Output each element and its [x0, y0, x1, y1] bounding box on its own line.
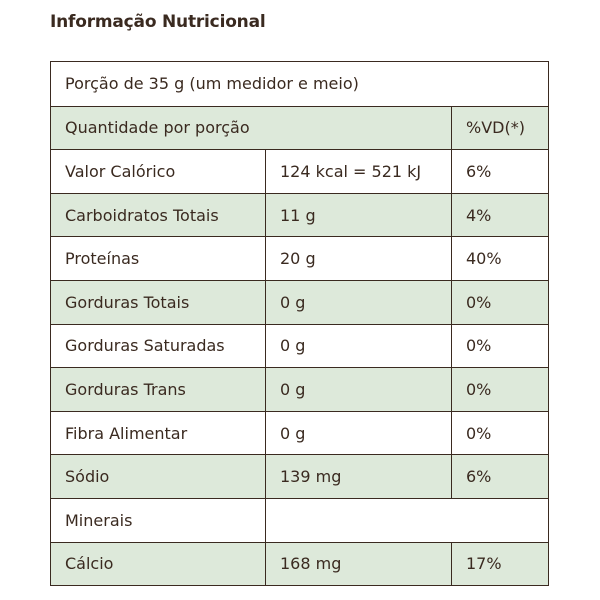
nutrient-amount: 0 g	[265, 280, 451, 324]
nutrient-vd: 0%	[451, 368, 548, 411]
nutrient-name: Carboidratos Totais	[65, 205, 219, 225]
nutrient-amount: 139 mg	[265, 455, 451, 498]
nutrient-name: Gorduras Totais	[65, 292, 190, 312]
table-row: Carboidratos Totais 11 g 4%	[51, 192, 548, 237]
nutrient-name: Gorduras Trans	[65, 379, 186, 399]
nutrient-amount: 168 mg	[265, 542, 451, 586]
nutrient-vd: 6%	[451, 150, 548, 193]
nutrient-amount: 11 g	[265, 193, 451, 237]
nutrient-vd: 40%	[451, 237, 548, 280]
nutrient-name: Cálcio	[65, 554, 114, 574]
nutrient-name: Gorduras Saturadas	[65, 336, 225, 356]
table-row: Sódio 139 mg 6%	[51, 454, 548, 498]
portion-text: Porção de 35 g (um medidor e meio)	[65, 74, 359, 94]
table-row: Proteínas 20 g 40%	[51, 236, 548, 280]
nutrient-amount: 0 g	[265, 411, 451, 455]
portion-row: Porção de 35 g (um medidor e meio)	[51, 62, 548, 106]
nutrient-name: Proteínas	[65, 249, 140, 269]
minerals-blank-cell	[265, 498, 548, 542]
minerals-label: Minerais	[51, 498, 265, 542]
nutrition-table: Porção de 35 g (um medidor e meio) Quant…	[50, 61, 549, 587]
nutrient-vd: 17%	[451, 542, 548, 586]
nutrient-vd: 0%	[451, 411, 548, 455]
nutrient-vd: 6%	[451, 455, 548, 498]
nutrient-vd: 0%	[451, 280, 548, 324]
nutrient-amount: 0 g	[265, 324, 451, 368]
quantity-header: Quantidade por porção	[65, 118, 250, 138]
table-row: Fibra Alimentar 0 g 0%	[51, 410, 548, 455]
nutrient-name: Fibra Alimentar	[65, 423, 188, 443]
header-row: Quantidade por porção %VD(*)	[51, 105, 548, 150]
table-row: Cálcio 168 mg 17%	[51, 541, 548, 586]
nutrient-name: Sódio	[65, 467, 110, 487]
nutrient-amount: 0 g	[265, 368, 451, 411]
minerals-row: Minerais	[51, 497, 548, 542]
nutrient-amount: 20 g	[265, 237, 451, 280]
nutrient-amount: 124 kcal = 521 kJ	[265, 150, 451, 193]
table-row: Gorduras Saturadas 0 g 0%	[51, 323, 548, 368]
table-row: Gorduras Totais 0 g 0%	[51, 279, 548, 324]
nutrient-vd: 4%	[451, 193, 548, 237]
table-row: Valor Calórico 124 kcal = 521 kJ 6%	[51, 149, 548, 193]
page-title: Informação Nutricional	[50, 12, 266, 32]
vd-header: %VD(*)	[451, 106, 548, 150]
nutrient-vd: 0%	[451, 324, 548, 368]
nutrient-name: Valor Calórico	[65, 161, 176, 181]
table-row: Gorduras Trans 0 g 0%	[51, 367, 548, 411]
